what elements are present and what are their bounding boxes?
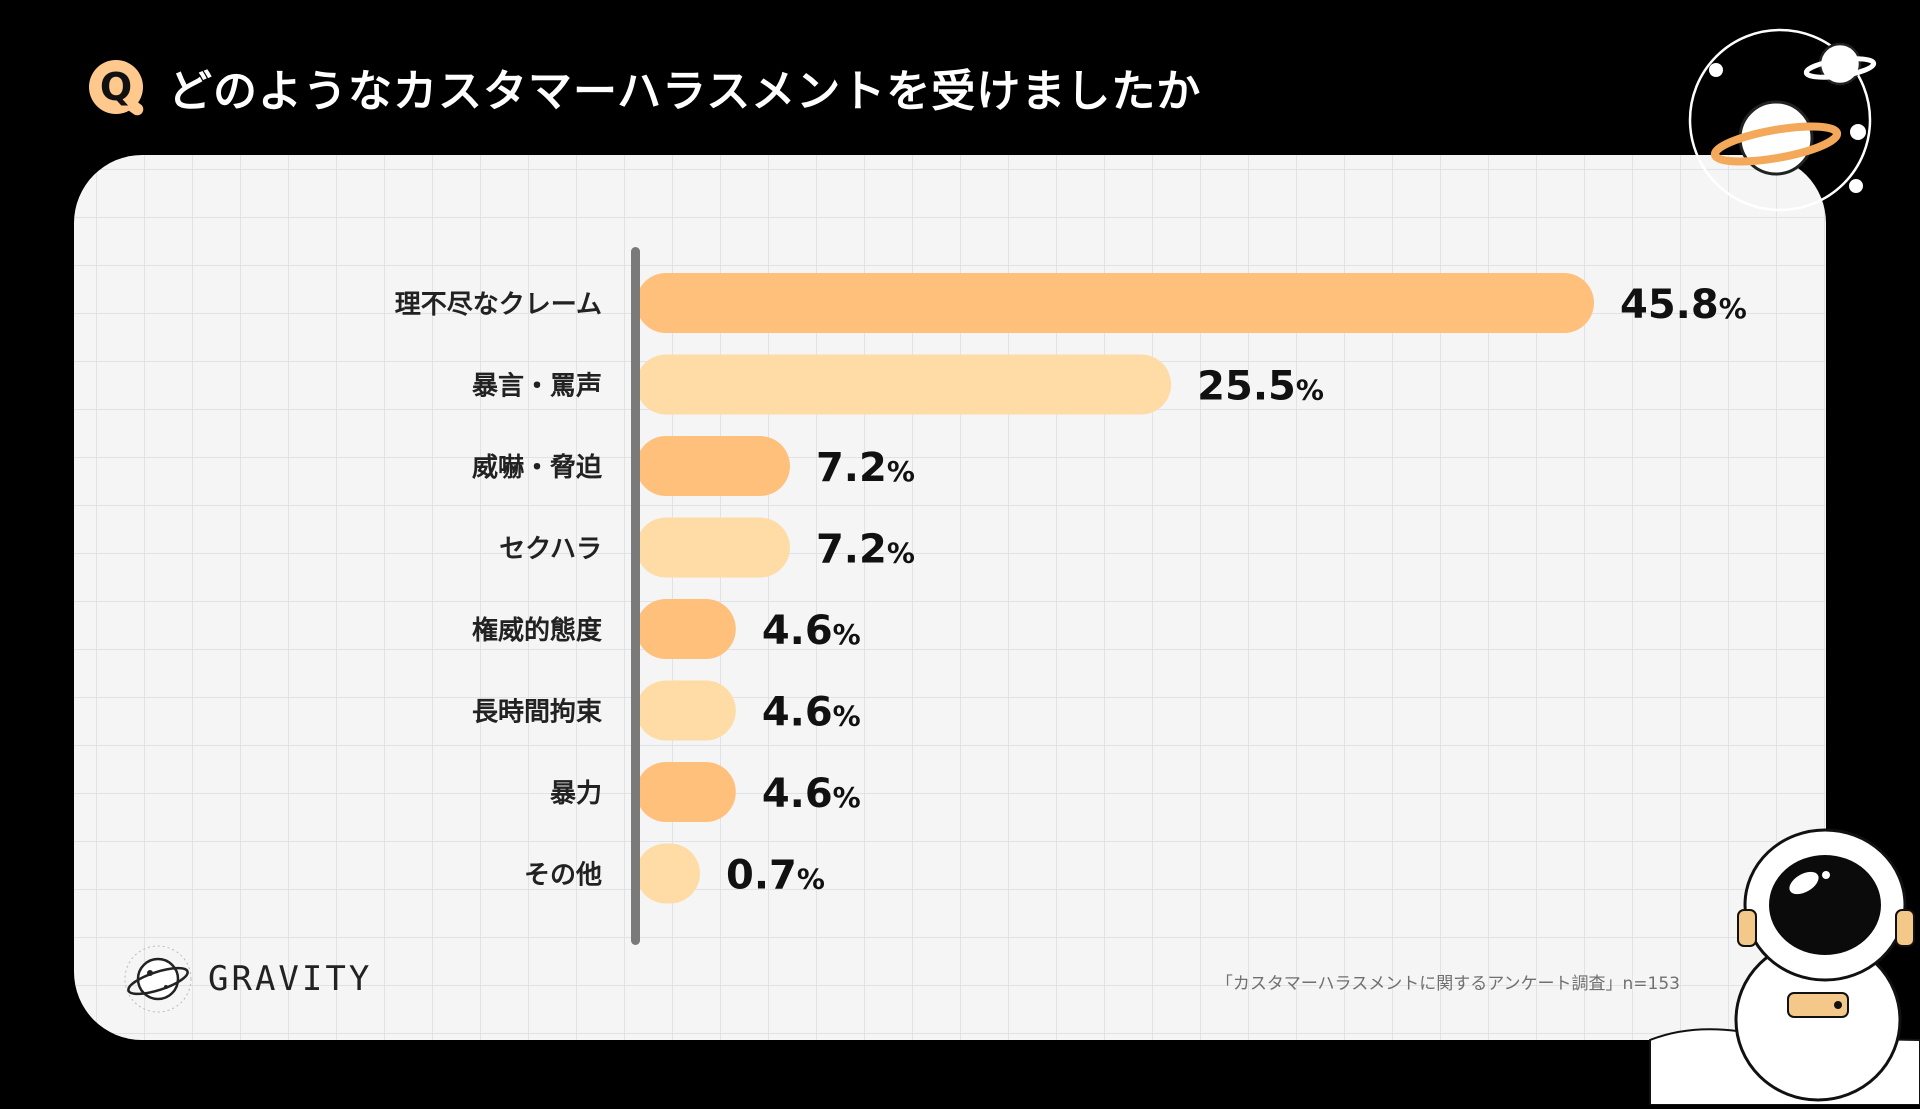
q-badge-tail xyxy=(124,98,144,116)
category-label-2: 威嚇・脅迫 xyxy=(472,452,603,483)
value-label-5: 4.6% xyxy=(762,690,861,736)
bar-2 xyxy=(636,436,790,496)
value-label-2: 7.2% xyxy=(816,445,915,491)
q-letter: Q xyxy=(100,65,132,109)
brand-logo: GRAVITY xyxy=(122,943,372,1015)
astronaut-icon xyxy=(1649,828,1920,1106)
bar-4 xyxy=(636,599,736,659)
bar-1 xyxy=(636,354,1172,415)
planet-logo-icon xyxy=(124,945,192,1013)
bar-3 xyxy=(636,517,790,578)
category-label-3: セクハラ xyxy=(499,535,602,565)
bar-7 xyxy=(636,843,700,904)
bar-5 xyxy=(636,680,736,741)
category-label-5: 長時間拘束 xyxy=(472,697,603,728)
y-axis-line xyxy=(631,247,640,945)
value-label-6: 4.6% xyxy=(762,771,861,817)
category-label-7: その他 xyxy=(524,861,602,891)
bar-chart: 理不尽なクレーム 45.8% 暴言・罵声 25.5% 威嚇・脅迫 7.2% セクハラ 7.2%… xyxy=(395,247,1747,945)
value-label-0: 45.8% xyxy=(1620,282,1747,328)
astronaut-illustration xyxy=(1620,815,1920,1109)
value-label-3: 7.2% xyxy=(816,527,915,573)
planet-decoration xyxy=(1680,20,1880,224)
value-label-1: 25.5% xyxy=(1197,364,1324,410)
category-label-1: 暴言・罵声 xyxy=(472,372,602,402)
bar-0 xyxy=(636,273,1594,333)
value-label-4: 4.6% xyxy=(762,608,861,654)
category-label-6: 暴力 xyxy=(550,779,602,809)
planet-orbit-icon xyxy=(1688,28,1877,212)
q-badge-icon: Q xyxy=(86,55,150,119)
chart-card: 理不尽なクレーム 45.8% 暴言・罵声 25.5% 威嚇・脅迫 7.2% セクハラ 7.2%… xyxy=(74,155,1826,1040)
category-label-4: 権威的態度 xyxy=(472,615,602,646)
header: Q どのようなカスタマーハラスメントを受けましたか xyxy=(86,52,1201,122)
bar-6 xyxy=(636,762,736,822)
value-label-7: 0.7% xyxy=(726,853,825,899)
category-label-0: 理不尽なクレーム xyxy=(395,290,602,320)
brand-name: GRAVITY xyxy=(208,959,373,999)
source-note: 「カスタマーハラスメントに関するアンケート調査」n=153 xyxy=(1215,974,1680,994)
chart-layer: 理不尽なクレーム 45.8% 暴言・罵声 25.5% 威嚇・脅迫 7.2% セクハラ 7.2%… xyxy=(395,247,1747,945)
page-title: どのようなカスタマーハラスメントを受けましたか xyxy=(168,66,1202,117)
